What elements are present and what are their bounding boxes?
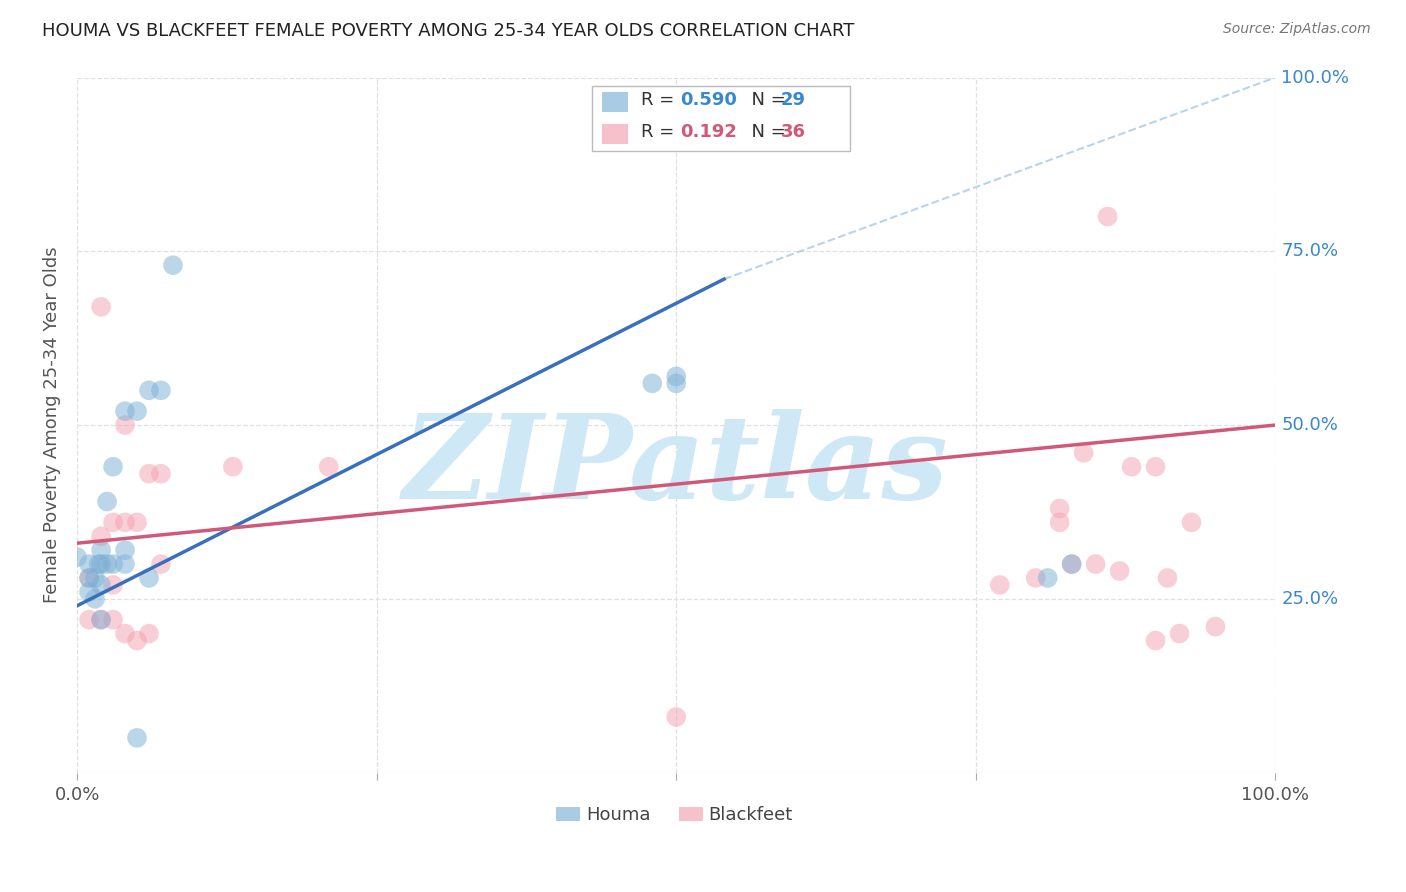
Point: [84, 591, 107, 606]
Point: [96, 557, 118, 571]
FancyBboxPatch shape: [592, 86, 851, 151]
Text: 0.192: 0.192: [681, 123, 737, 142]
Text: R =: R =: [641, 92, 681, 110]
Point: [1180, 516, 1202, 530]
Point: [90, 578, 112, 592]
Point: [125, 516, 148, 530]
Text: 50.0%: 50.0%: [1281, 416, 1339, 434]
FancyBboxPatch shape: [557, 807, 581, 822]
Point: [114, 543, 136, 558]
Text: N =: N =: [740, 92, 792, 110]
Text: 25.0%: 25.0%: [1281, 590, 1339, 607]
Point: [1060, 557, 1083, 571]
Text: 75.0%: 75.0%: [1281, 243, 1339, 260]
Point: [114, 557, 136, 571]
Point: [125, 633, 148, 648]
Point: [66, 550, 89, 565]
Point: [90, 300, 112, 314]
FancyBboxPatch shape: [679, 807, 703, 822]
Point: [114, 516, 136, 530]
Point: [77, 585, 100, 599]
Point: [90, 613, 112, 627]
Point: [90, 529, 112, 543]
FancyBboxPatch shape: [602, 124, 628, 144]
Point: [125, 731, 148, 745]
Point: [114, 418, 136, 433]
Point: [149, 384, 172, 398]
Point: [77, 557, 100, 571]
Point: [77, 571, 100, 585]
Point: [125, 404, 148, 418]
Point: [138, 571, 160, 585]
Point: [1168, 626, 1191, 640]
Point: [1073, 446, 1095, 460]
Point: [101, 516, 124, 530]
Point: [988, 578, 1011, 592]
Point: [1025, 571, 1047, 585]
Text: 36: 36: [780, 123, 806, 142]
Text: R =: R =: [641, 123, 686, 142]
Point: [162, 258, 184, 272]
Point: [1156, 571, 1178, 585]
Point: [101, 578, 124, 592]
Point: [641, 376, 664, 391]
Point: [665, 369, 688, 384]
Point: [84, 571, 107, 585]
Point: [77, 571, 100, 585]
Text: 100.0%: 100.0%: [1281, 69, 1350, 87]
Point: [90, 613, 112, 627]
Point: [114, 626, 136, 640]
Text: Source: ZipAtlas.com: Source: ZipAtlas.com: [1223, 22, 1371, 37]
Point: [1144, 633, 1167, 648]
Point: [77, 613, 100, 627]
Point: [96, 494, 118, 508]
Point: [222, 459, 245, 474]
Point: [1049, 516, 1071, 530]
FancyBboxPatch shape: [602, 92, 628, 112]
Point: [101, 613, 124, 627]
Point: [1108, 564, 1130, 578]
Y-axis label: Female Poverty Among 25-34 Year Olds: Female Poverty Among 25-34 Year Olds: [44, 247, 60, 603]
Point: [114, 404, 136, 418]
Point: [1121, 459, 1143, 474]
Point: [1097, 210, 1119, 224]
Text: N =: N =: [740, 123, 792, 142]
Point: [90, 543, 112, 558]
Point: [318, 459, 340, 474]
Text: ZIPatlas: ZIPatlas: [404, 409, 949, 524]
Text: Houma: Houma: [586, 806, 651, 824]
Text: 0.590: 0.590: [681, 92, 737, 110]
Point: [1060, 557, 1083, 571]
Point: [149, 557, 172, 571]
Text: Blackfeet: Blackfeet: [709, 806, 793, 824]
Point: [665, 376, 688, 391]
Point: [665, 710, 688, 724]
Text: 29: 29: [780, 92, 806, 110]
Point: [1204, 619, 1226, 633]
Point: [1084, 557, 1107, 571]
Point: [1144, 459, 1167, 474]
Point: [138, 384, 160, 398]
Text: HOUMA VS BLACKFEET FEMALE POVERTY AMONG 25-34 YEAR OLDS CORRELATION CHART: HOUMA VS BLACKFEET FEMALE POVERTY AMONG …: [42, 22, 855, 40]
Point: [1049, 501, 1071, 516]
Point: [87, 557, 110, 571]
Point: [149, 467, 172, 481]
Point: [138, 467, 160, 481]
Point: [101, 459, 124, 474]
Point: [1036, 571, 1059, 585]
Point: [90, 557, 112, 571]
Point: [138, 626, 160, 640]
Point: [101, 557, 124, 571]
